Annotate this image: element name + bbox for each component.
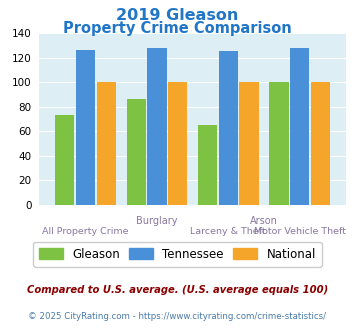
Bar: [311, 82, 330, 205]
Text: © 2025 CityRating.com - https://www.cityrating.com/crime-statistics/: © 2025 CityRating.com - https://www.city…: [28, 312, 327, 321]
Bar: [198, 125, 217, 205]
Text: 2019 Gleason: 2019 Gleason: [116, 8, 239, 23]
Bar: [290, 48, 309, 205]
Bar: [97, 82, 116, 205]
Text: All Property Crime: All Property Crime: [42, 227, 129, 236]
Bar: [168, 82, 187, 205]
Bar: [126, 99, 146, 205]
Legend: Gleason, Tennessee, National: Gleason, Tennessee, National: [33, 242, 322, 267]
Bar: [76, 50, 95, 205]
Text: Larceny & Theft: Larceny & Theft: [191, 227, 266, 236]
Text: Compared to U.S. average. (U.S. average equals 100): Compared to U.S. average. (U.S. average …: [27, 285, 328, 295]
Text: Arson: Arson: [250, 215, 278, 226]
Bar: [239, 82, 259, 205]
Bar: [269, 82, 289, 205]
Bar: [55, 115, 75, 205]
Bar: [147, 48, 166, 205]
Text: Burglary: Burglary: [136, 215, 178, 226]
Text: Motor Vehicle Theft: Motor Vehicle Theft: [254, 227, 346, 236]
Text: Property Crime Comparison: Property Crime Comparison: [63, 21, 292, 36]
Bar: [219, 51, 238, 205]
